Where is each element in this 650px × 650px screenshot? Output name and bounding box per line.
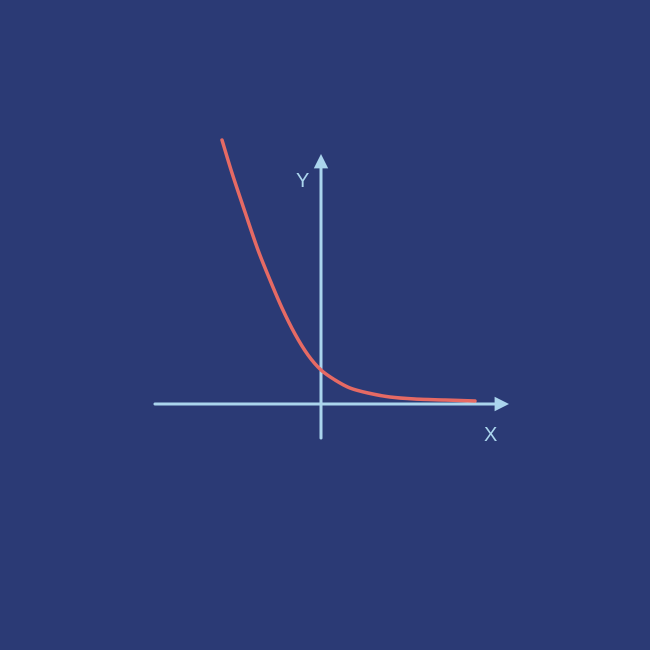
x-axis-label: X [484, 424, 497, 447]
chart-container: X Y [0, 0, 650, 650]
y-axis-label: Y [296, 170, 309, 193]
chart-svg [0, 0, 650, 650]
